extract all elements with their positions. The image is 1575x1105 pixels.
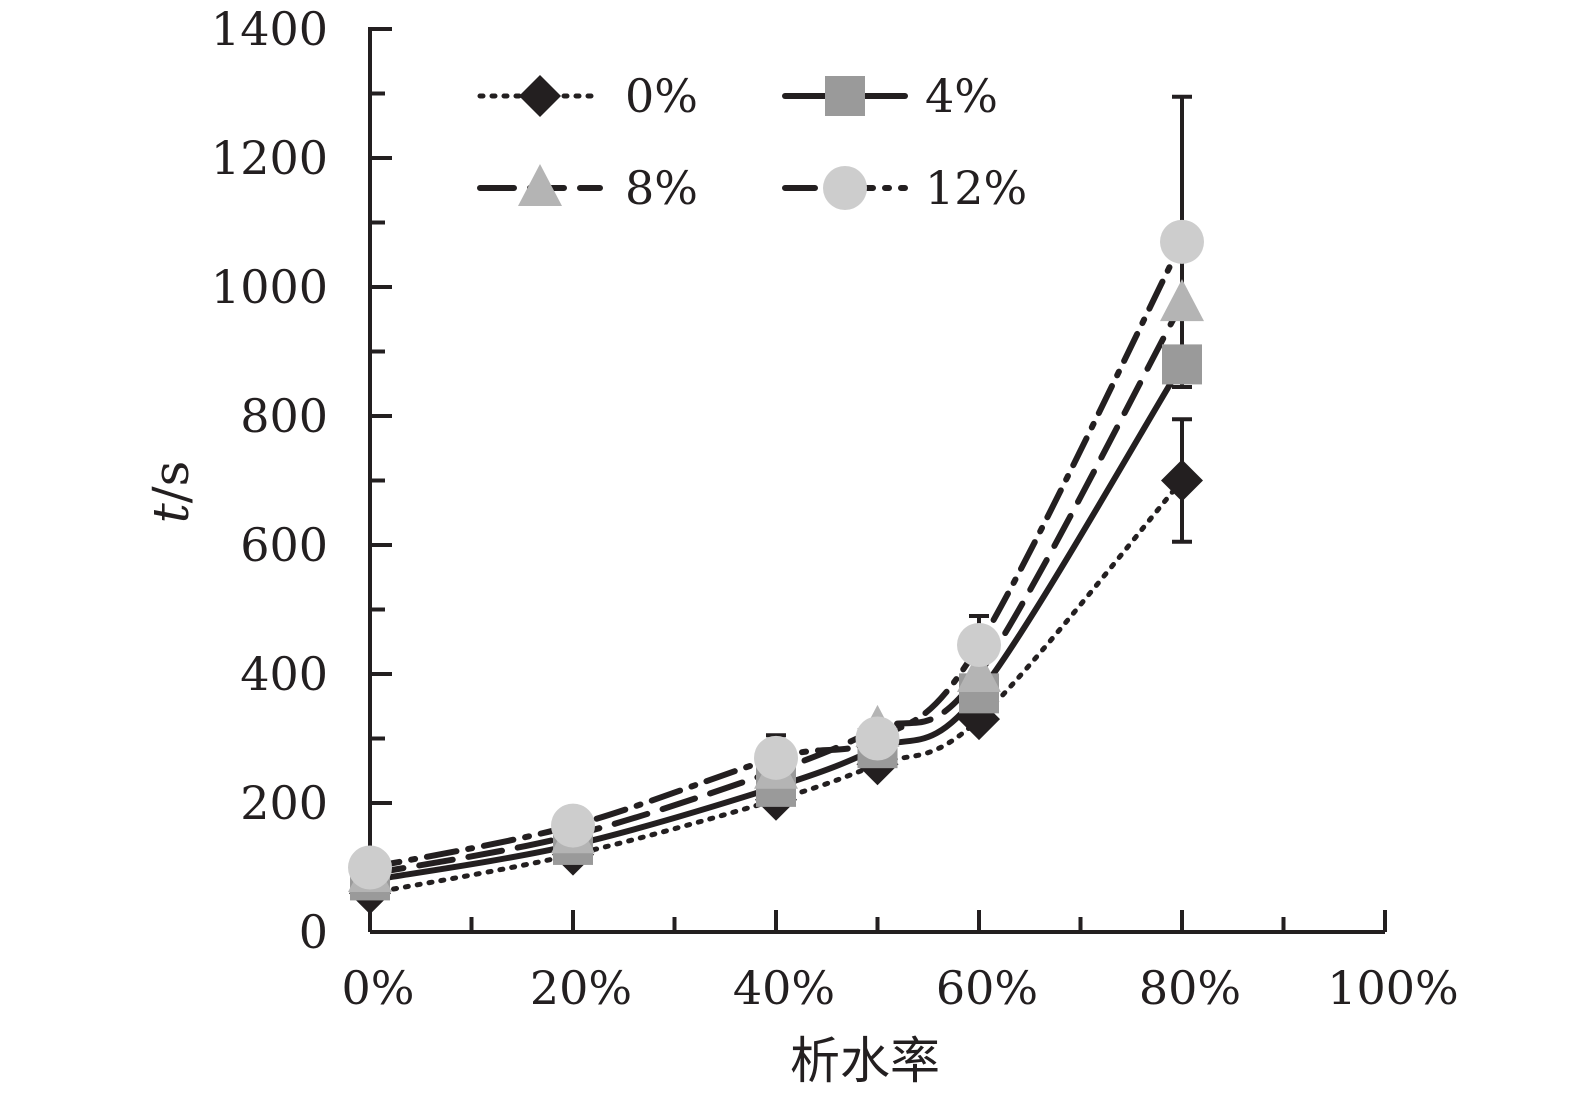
series-line-0 — [367, 478, 1185, 896]
y-axis-title: t/s — [142, 461, 200, 524]
legend: 0% 4% 8% 12% — [477, 69, 1027, 215]
x-tick-label: 100% — [1327, 961, 1459, 1015]
data-point — [957, 622, 1001, 667]
y-tick-label: 1200 — [211, 131, 328, 185]
series-markers — [348, 219, 1204, 915]
y-tick-label: 800 — [240, 389, 328, 443]
data-point — [855, 716, 900, 761]
data-point — [1162, 344, 1202, 385]
y-tick-label: 600 — [240, 518, 328, 572]
data-point — [754, 735, 798, 780]
y-axis-title-variable: t — [142, 502, 200, 523]
y-tick-label: 200 — [240, 776, 328, 830]
legend-marker — [519, 75, 561, 117]
y-tick-label: 1000 — [211, 260, 328, 314]
legend-label: 4% — [925, 69, 998, 123]
legend-label: 12% — [925, 161, 1027, 215]
data-point — [551, 803, 595, 848]
y-tick-label: 400 — [240, 647, 328, 701]
x-tick-label: 20% — [530, 961, 632, 1015]
data-point — [348, 845, 392, 890]
y-tick-label: 0 — [299, 905, 328, 959]
series-line-3 — [367, 238, 1185, 871]
axes: 0 200 400 600 800 1000 1200 1400 0% 20% 40% 60% 80% 1… — [211, 2, 1459, 1015]
x-tick-label: 40% — [733, 961, 835, 1015]
legend-marker — [518, 164, 562, 206]
legend-label: 8% — [625, 161, 698, 215]
legend-label: 0% — [625, 69, 698, 123]
y-tick-label: 1400 — [211, 2, 328, 56]
series-line-1 — [367, 361, 1185, 884]
x-tick-label: 0% — [342, 961, 415, 1015]
data-point — [1160, 219, 1204, 264]
y-axis-title-unit: /s — [142, 461, 200, 504]
x-tick-label: 60% — [936, 961, 1038, 1015]
x-tick-label: 80% — [1139, 961, 1241, 1015]
legend-marker — [825, 76, 865, 116]
series-line-2 — [367, 300, 1185, 877]
data-point — [957, 650, 1001, 692]
legend-marker — [823, 166, 867, 210]
series-lines — [367, 238, 1185, 896]
data-point — [1161, 459, 1203, 502]
x-axis-title: 析水率 — [790, 1032, 940, 1090]
data-point — [1160, 279, 1204, 322]
